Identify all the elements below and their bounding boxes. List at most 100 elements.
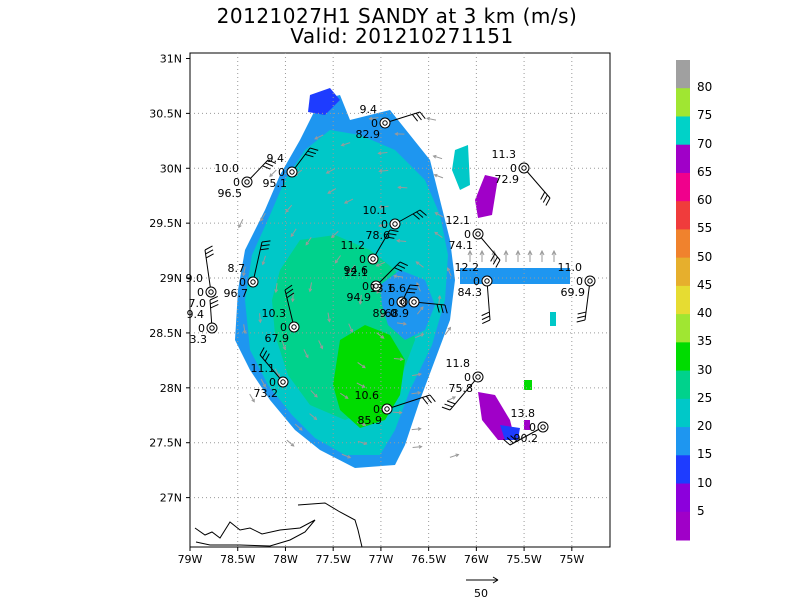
station-line3: 82.9 [356, 128, 381, 141]
wind-vector-head [358, 300, 363, 305]
station-circle [241, 176, 253, 188]
station-line1: 10.1 [363, 204, 388, 217]
station-symbol [521, 165, 527, 171]
station-circle [408, 296, 420, 308]
wind-barb-feather [441, 406, 451, 411]
station-line2: 0 [388, 296, 395, 309]
wind-barb [252, 241, 263, 283]
wind-vector-head [325, 170, 330, 174]
wind-barb-feather [409, 284, 419, 287]
wind-barb-feather [210, 299, 219, 305]
wind-vector [259, 313, 261, 323]
lat-tick-label: 31N [160, 52, 182, 65]
station-line2: 0 [464, 371, 471, 384]
wind-vector [303, 349, 309, 358]
colorbar-label: 10 [697, 475, 713, 490]
wind-barb-feather [399, 261, 408, 266]
wind-vector [334, 255, 341, 264]
wind-vector [314, 134, 324, 140]
wind-barb-feather [545, 197, 551, 206]
wind-vector [415, 333, 424, 339]
station-line3: 7.0 [189, 297, 207, 310]
station-line1: 13.1 [370, 282, 395, 295]
wind-vector [449, 454, 459, 458]
wind-vector-head [399, 357, 404, 362]
wind-barb-feather [389, 229, 399, 232]
wind-barb-feather [261, 244, 270, 247]
wind-vector [416, 261, 424, 268]
station-line1: 10.3 [262, 307, 287, 320]
wind-vector [275, 283, 278, 293]
station-line3: 73.2 [254, 387, 279, 400]
wind-barb-feather [495, 259, 501, 268]
station-symbol [370, 256, 376, 262]
station-circle [472, 371, 484, 383]
wind-barb [449, 376, 479, 411]
station-symbol [209, 325, 215, 331]
colorbar-label: 5 [697, 503, 705, 518]
colorbar-segment [676, 229, 690, 259]
wind-vector [416, 282, 421, 292]
wind-vector [318, 340, 323, 349]
lat-tick-label: 30N [160, 162, 182, 175]
station-line2: 0 [197, 286, 204, 299]
wind-vector-head [262, 383, 266, 388]
wind-barb [523, 167, 551, 199]
wind-vector [446, 396, 456, 402]
wind-vector-head [314, 136, 319, 140]
station-circle [370, 280, 382, 292]
wind-vector-head [269, 173, 273, 178]
lon-tick-label: 78.5W [220, 553, 255, 566]
station-line1: 11.0 [558, 261, 583, 274]
station-line3: 84.3 [458, 286, 483, 299]
wind-barb-feather [446, 400, 456, 405]
station-circle [379, 117, 391, 129]
station-line2: 0 [239, 276, 246, 289]
wind-barb-feather [406, 291, 416, 294]
wind-vector [427, 117, 437, 121]
wind-barb-feather [490, 253, 496, 262]
station-line3: 78.6 [366, 229, 391, 242]
wind-vector-head [503, 249, 509, 256]
lon-tick-label: 75.5W [506, 553, 541, 566]
wind-vector [349, 264, 356, 273]
wind-vector [411, 428, 421, 431]
wind-vector-head [375, 263, 380, 267]
wind-vector [274, 368, 280, 377]
station-symbol [484, 278, 490, 284]
station-line2: 0 [464, 228, 471, 241]
wind-vector [379, 169, 389, 172]
station-line2: 0 [473, 275, 480, 288]
wind-vector-head [437, 295, 442, 300]
station-circle [277, 376, 289, 388]
station-line2: 0 [371, 117, 378, 130]
wind-vector-head [290, 443, 295, 447]
wind-barb-feather [429, 394, 436, 402]
wind-barb [372, 229, 391, 260]
colorbar-segment [676, 285, 690, 315]
wind-vector [434, 231, 443, 238]
wind-vector-head [446, 267, 451, 272]
wind-barb-feather [385, 236, 395, 239]
station-line2: 0 [373, 403, 380, 416]
station-symbol [289, 169, 295, 175]
wind-vector-head [377, 151, 382, 156]
station-line2: 0 [280, 321, 287, 334]
wind-barb-feather [577, 311, 587, 315]
station-line1: 12.1 [344, 266, 369, 279]
wind-vector-head [479, 249, 485, 256]
wind-vector-head [361, 364, 366, 369]
wind-vector-head [298, 427, 303, 431]
wind-barb-feather [259, 347, 265, 356]
swath-green-core [333, 325, 405, 428]
wind-vector-head [290, 233, 295, 238]
wind-barb-feather [394, 267, 403, 272]
wind-vector [294, 423, 303, 431]
